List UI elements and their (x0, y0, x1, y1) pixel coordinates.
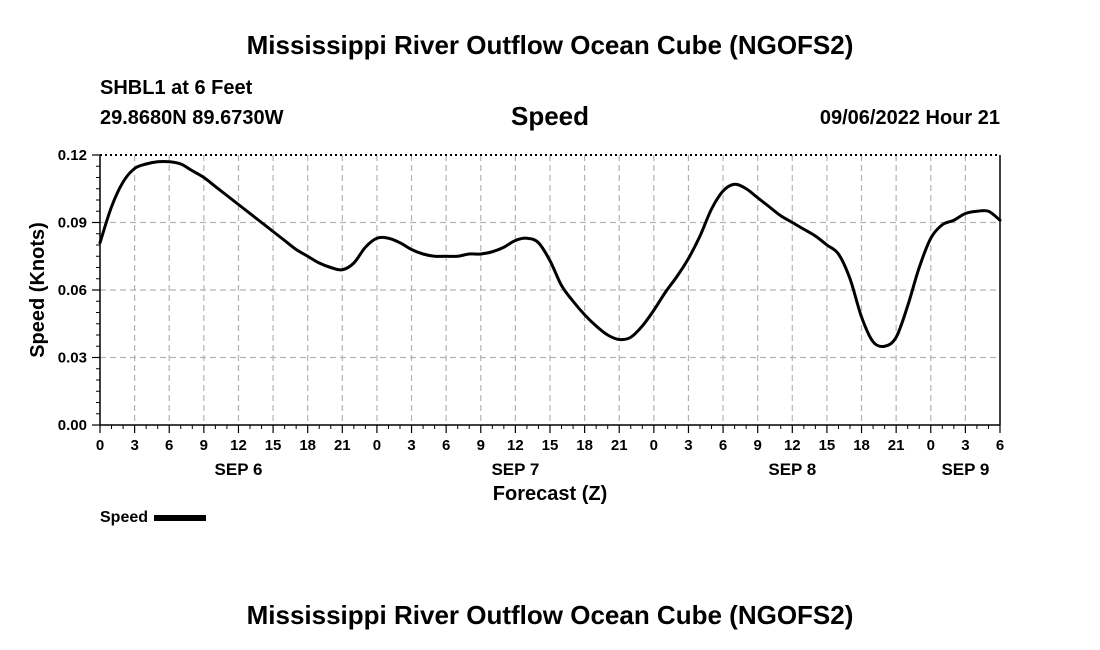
y-tick-label: 0.00 (58, 417, 87, 434)
chart-title: Mississippi River Outflow Ocean Cube (NG… (246, 30, 854, 60)
x-tick-label: 12 (784, 437, 801, 454)
footer-title: Mississippi River Outflow Ocean Cube (NG… (246, 600, 854, 630)
x-axis-label: Forecast (Z) (493, 483, 607, 505)
y-tick-label: 0.12 (58, 147, 87, 164)
y-tick-label: 0.09 (58, 215, 87, 232)
axes (92, 154, 1001, 433)
x-tick-label: 15 (265, 437, 282, 454)
x-tick-label: 3 (130, 437, 138, 454)
x-tick-label: 0 (373, 437, 381, 454)
x-tick-label: 3 (407, 437, 415, 454)
series-layer (98, 159, 1002, 349)
grid-lines (100, 155, 1000, 425)
station-label: SHBL1 at 6 Feet (100, 77, 253, 99)
x-tick-label: 3 (684, 437, 692, 454)
x-tick-label: 21 (888, 437, 905, 454)
y-axis-label: Speed (Knots) (27, 222, 49, 358)
legend-label: Speed (100, 509, 149, 526)
variable-label: Speed (510, 101, 590, 131)
x-tick-label: 21 (611, 437, 628, 454)
date-label: SEP 6 (215, 460, 263, 479)
date-label: SEP 8 (768, 460, 816, 479)
legend-swatch (154, 515, 207, 521)
x-tick-label: 9 (200, 437, 208, 454)
tick-labels: 0 3 6 9 12 15 18 21 0 3 6 9 12 15 18 21 0 3 6 9 12 15 18 21 0 3 6 0… (58, 147, 1004, 479)
legend: Speed (100, 509, 207, 531)
y-tick-label: 0.06 (58, 282, 87, 299)
x-tick-label: 0 (650, 437, 658, 454)
x-tick-label: 15 (819, 437, 836, 454)
x-tick-label: 21 (334, 437, 351, 454)
x-tick-label: 9 (754, 437, 762, 454)
x-tick-label: 12 (230, 437, 247, 454)
x-tick-label: 6 (996, 437, 1004, 454)
station-coords: 29.8680N 89.6730W (100, 107, 284, 129)
x-tick-label: 15 (542, 437, 559, 454)
x-tick-label: 18 (853, 437, 870, 454)
x-tick-label: 0 (927, 437, 935, 454)
x-tick-label: 18 (576, 437, 593, 454)
x-tick-label: 6 (442, 437, 450, 454)
x-tick-label: 18 (299, 437, 316, 454)
x-tick-label: 12 (507, 437, 524, 454)
speed-series-line (98, 159, 1002, 349)
date-label: SEP 9 (941, 460, 989, 479)
x-tick-label: 9 (477, 437, 485, 454)
date-label: SEP 7 (491, 460, 539, 479)
x-tick-label: 0 (96, 437, 104, 454)
forecast-datetime: 09/06/2022 Hour 21 (819, 107, 1000, 129)
x-tick-label: 6 (165, 437, 173, 454)
y-tick-label: 0.03 (58, 350, 87, 367)
x-tick-label: 3 (961, 437, 969, 454)
x-tick-label: 6 (719, 437, 727, 454)
